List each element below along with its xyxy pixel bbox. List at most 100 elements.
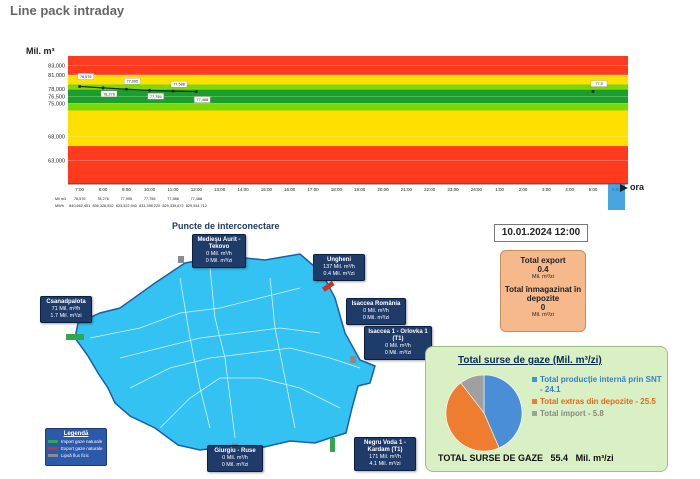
point-name: Isaccea 1 - Orlovka 1 (T1) xyxy=(368,329,428,342)
x-tick-label: 5:00 xyxy=(589,187,598,192)
y-tick-label: 75,000 xyxy=(48,101,65,107)
legend-item: Import gaze naturale xyxy=(48,439,104,444)
x-tick-label: 16:00 xyxy=(284,187,296,192)
point-label-bg xyxy=(77,73,94,80)
point-labels: 78,576 78,276 77,995 77,755 77,588 77,488 77,5 xyxy=(77,73,608,103)
x-axis-arrow xyxy=(620,184,628,192)
point-line: 0 Mil. m³/zi xyxy=(221,462,249,468)
point-line: 0 Mil. m³/h xyxy=(385,343,411,349)
point-line: 137 Mil. m³/h xyxy=(323,264,355,270)
point-label: 77,5 xyxy=(595,82,602,86)
point-giurgiu-ruse: Giurgiu - Ruse 0 Mil. m³/h 0 Mil. m³/zi xyxy=(207,445,263,472)
legend-label: Lipsă flux fizic xyxy=(61,453,90,458)
data-point xyxy=(194,90,198,94)
x-axis-label: ora xyxy=(630,182,645,192)
romania-shape xyxy=(74,253,376,451)
export-panel: Total export 0.4 Mil. m³/zi Total înmaga… xyxy=(500,250,586,332)
storage-swatch xyxy=(532,399,537,404)
total-unit: Mil. m³/zi xyxy=(575,453,614,463)
y-tick-label: 78,000 xyxy=(48,87,65,93)
x-tick-label: 23:00 xyxy=(447,187,459,192)
import-swatch xyxy=(532,411,537,416)
point-label: 77,488 xyxy=(197,98,209,102)
storage-unit: Mil. m³/zi xyxy=(532,312,554,318)
point-label-bg xyxy=(124,78,141,85)
pie-legend-label: Total import - 5.8 xyxy=(540,409,604,418)
x-tick-label: 14:00 xyxy=(237,187,249,192)
point-medieseu: Medieşu Aurit - Tekovo 0 Mil. m³/h 0 Mil… xyxy=(192,234,246,268)
point-line: 1.7 Mil. m³/zi xyxy=(50,313,82,319)
x-tick-label: 10:00 xyxy=(144,187,156,192)
x-tick-label: 19:00 xyxy=(354,187,366,192)
point-negru-voda: Negru Voda 1 - Kardam (T1) 171 Mil. m³/h… xyxy=(354,437,416,471)
table-row-label: Mil m3 xyxy=(55,197,66,201)
table-cell: 77,995 xyxy=(121,197,133,201)
x-tick-label: 17:00 xyxy=(307,187,319,192)
no-flow-marker-medieseu xyxy=(178,256,184,263)
point-name: Isaccea România xyxy=(351,301,401,307)
pie-legend-label: Total extras din depozite - 25.5 xyxy=(540,397,656,406)
table-cell: 77,588 xyxy=(167,197,179,201)
point-name: Giurgiu - Ruse xyxy=(214,448,256,454)
import-arrow-negru-voda xyxy=(330,438,335,452)
point-label-bg xyxy=(590,80,608,87)
page-title: Line pack intraday xyxy=(10,3,125,18)
y-tick-label: 68,000 xyxy=(48,135,65,141)
total-value: 55.4 xyxy=(550,453,569,463)
x-tick-label: 8:00 xyxy=(99,187,108,192)
sources-pie xyxy=(445,374,523,452)
storage-value: 0 xyxy=(540,303,546,312)
x-tick-label: 11:00 xyxy=(168,187,179,192)
point-line: 0 Mil. m³/zi xyxy=(384,350,412,356)
point-line: 0 Mil. m³/zi xyxy=(205,258,233,264)
import-swatch xyxy=(48,440,58,443)
x-tick-label: 9:00 xyxy=(122,187,131,192)
point-label: 78,276 xyxy=(103,92,115,96)
point-line: 171 Mil. m³/h xyxy=(369,454,401,460)
data-point xyxy=(148,88,152,92)
y-tick-label: 63,000 xyxy=(48,158,65,164)
table-cell: 77,755 xyxy=(144,197,156,201)
series-line xyxy=(79,85,197,93)
legend-item: Export gaze naturale xyxy=(48,446,104,451)
legend-label: Import gaze naturale xyxy=(61,439,103,444)
export-unit: Mil. m³/zi xyxy=(532,274,554,280)
table-cell: 831,396,220 xyxy=(139,204,160,208)
threshold-band xyxy=(68,110,628,147)
point-line: 0 Mil. m³/zi xyxy=(362,315,390,321)
x-tick-label: 1:00 xyxy=(495,187,504,192)
chart-series xyxy=(78,84,595,94)
x-tick-label: 13:00 xyxy=(214,187,226,192)
export-value: 0.4 xyxy=(537,265,549,274)
section-title: Puncte de interconectare xyxy=(172,221,280,231)
x-tick-label: 15:00 xyxy=(261,187,273,192)
no-flow-marker-isaccea xyxy=(350,356,356,363)
point-isaccea-romania: Isaccea România 0 Mil. m³/h 0 Mil. m³/zi xyxy=(346,298,406,325)
pie-slice xyxy=(483,374,523,449)
point-label-bg xyxy=(170,80,188,88)
point-label-bg xyxy=(147,93,164,100)
pie-legend-item: Total extras din depozite - 25.5 xyxy=(532,397,664,407)
data-point xyxy=(78,84,82,88)
table-cell: 78,576 xyxy=(74,197,86,201)
y-tick-label: 83,000 xyxy=(48,63,65,69)
point-line: 71 Mil. m³/h xyxy=(51,306,81,312)
sources-panel: Total surse de gaze (Mil. m³/zi) Total p… xyxy=(425,346,668,472)
point-isaccea-orlovka: Isaccea 1 - Orlovka 1 (T1) 0 Mil. m³/h 0… xyxy=(364,326,432,360)
point-name: Negru Voda 1 - Kardam (T1) xyxy=(364,440,406,453)
point-name: Medieşu Aurit - Tekovo xyxy=(197,237,241,250)
table-cell: 836,326,932 xyxy=(92,204,113,208)
threshold-bands xyxy=(68,56,628,184)
data-table: Mil m3 78,576 78,276 77,995 77,755 77,588 77,4… xyxy=(55,197,207,208)
sources-total: TOTAL SURSE DE GAZE 55.4 Mil. m³/zi xyxy=(438,453,614,463)
table-cell: 829,339,872 xyxy=(162,204,183,208)
threshold-band xyxy=(68,103,628,111)
threshold-band xyxy=(68,74,628,85)
x-tick-label: 2:00 xyxy=(519,187,528,192)
point-label: 77,995 xyxy=(127,80,139,84)
pie-slice xyxy=(460,374,485,414)
point-line: 4.1 Mil. m³/zi xyxy=(369,461,401,467)
table-cell: 77,488 xyxy=(191,197,203,201)
point-label: 77,588 xyxy=(173,83,185,87)
x-tick-label: 12:00 xyxy=(191,187,203,192)
